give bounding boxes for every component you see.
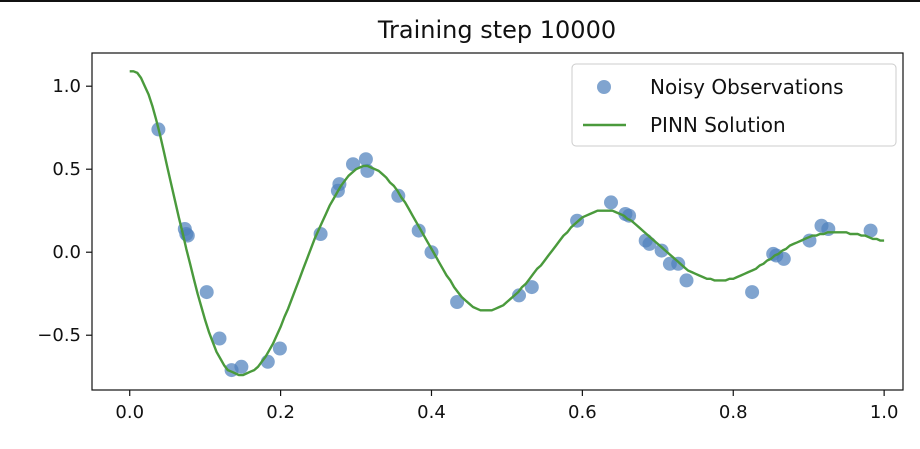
x-tick-label: 0.6 <box>568 402 597 423</box>
y-tick-label: 1.0 <box>52 76 81 97</box>
observation-point <box>272 341 287 356</box>
observation-point <box>654 243 669 258</box>
legend-marker-observations <box>597 80 611 94</box>
observation-point <box>212 331 227 346</box>
observation-point <box>450 295 465 309</box>
x-tick-label: 0.2 <box>266 402 295 423</box>
chart-title: Training step 10000 <box>377 16 616 44</box>
y-tick-label: 0.5 <box>52 159 81 180</box>
observation-point <box>679 273 694 288</box>
plot-area <box>129 70 885 378</box>
observation-point <box>642 236 657 251</box>
observation-point <box>358 152 373 167</box>
observation-point <box>524 280 539 295</box>
x-tick-label: 0.4 <box>417 402 446 423</box>
observation-point <box>802 233 817 248</box>
x-tick-label: 1.0 <box>870 402 899 423</box>
y-axis: −0.5 0.0 0.5 1.0 <box>37 76 92 346</box>
axes-frame <box>91 52 904 391</box>
observation-point <box>863 223 878 238</box>
x-tick-label: 0.0 <box>115 402 144 423</box>
observation-point <box>745 285 760 300</box>
observation-point <box>234 359 249 374</box>
observation-point <box>512 288 526 303</box>
y-tick-label: 0.0 <box>52 242 81 263</box>
y-tick-label: −0.5 <box>37 325 81 346</box>
observation-point <box>604 195 618 210</box>
x-tick-label: 0.8 <box>719 402 748 423</box>
scatter-series <box>151 122 878 378</box>
observation-point <box>622 208 637 223</box>
observation-point <box>776 251 791 266</box>
top-border <box>0 0 920 2</box>
pinn-solution-line <box>129 70 885 377</box>
legend: Noisy Observations PINN Solution <box>571 63 897 147</box>
legend-label-solution: PINN Solution <box>650 113 786 137</box>
legend-box <box>571 63 897 147</box>
observation-point <box>332 177 347 192</box>
x-axis: 0.0 0.2 0.4 0.6 0.8 1.0 <box>115 390 898 423</box>
legend-label-observations: Noisy Observations <box>650 75 844 99</box>
observation-point <box>199 285 214 300</box>
